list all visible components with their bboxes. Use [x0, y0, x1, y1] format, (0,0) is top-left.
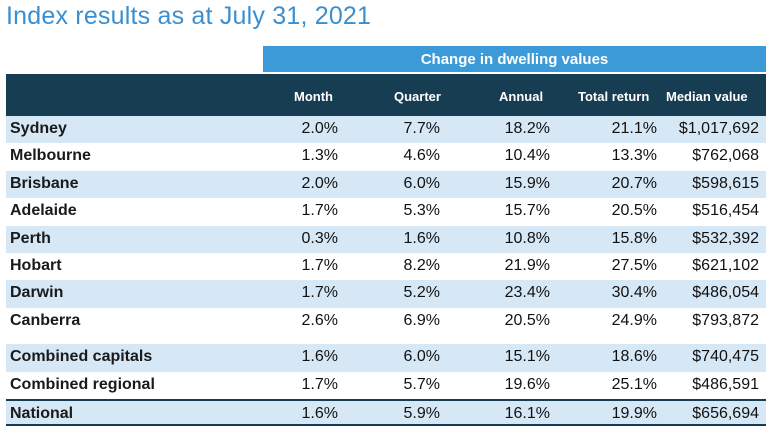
- table-row: Combined regional 1.7% 5.7% 19.6% 25.1% $486,…: [6, 372, 766, 399]
- cell-month: 1.7%: [301, 284, 338, 302]
- column-header-quarter: Quarter: [394, 89, 441, 104]
- row-label: Combined capitals: [10, 348, 153, 366]
- cell-quarter: 5.7%: [403, 375, 440, 393]
- cell-annual: 10.8%: [504, 229, 550, 247]
- table-row: Darwin 1.7% 5.2% 23.4% 30.4% $486,054: [6, 280, 766, 308]
- cell-quarter: 5.3%: [403, 202, 440, 220]
- cell-month: 1.3%: [301, 147, 338, 165]
- cell-month: 1.6%: [301, 404, 338, 422]
- cell-median: $656,694: [692, 404, 759, 422]
- cell-annual: 23.4%: [504, 284, 550, 302]
- table-row: Hobart 1.7% 8.2% 21.9% 27.5% $621,102: [6, 253, 766, 280]
- cell-total: 21.1%: [611, 120, 657, 137]
- row-label: Perth: [10, 229, 51, 247]
- table-row: Canberra 2.6% 6.9% 20.5% 24.9% $793,872: [6, 308, 766, 335]
- cell-annual: 19.6%: [504, 375, 550, 393]
- cell-median: $1,017,692: [678, 120, 759, 137]
- cell-median: $740,475: [692, 348, 759, 366]
- table-row: Brisbane 2.0% 6.0% 15.9% 20.7% $598,615: [6, 170, 766, 199]
- cell-month: 1.7%: [301, 202, 338, 220]
- cell-annual: 15.1%: [504, 348, 550, 366]
- cell-total: 24.9%: [611, 311, 657, 329]
- cell-total: 18.6%: [611, 348, 657, 366]
- column-header-annual: Annual: [499, 89, 544, 104]
- cell-quarter: 6.0%: [403, 174, 440, 192]
- column-header-month: Month: [294, 89, 333, 104]
- table-header: Month Quarter Annual Total return Median…: [6, 74, 766, 116]
- table-row: Combined capitals 1.6% 6.0% 15.1% 18.6% $740,…: [6, 344, 766, 372]
- cell-annual: 15.9%: [504, 174, 550, 192]
- cell-median: $486,591: [692, 375, 759, 393]
- cell-total: 30.4%: [611, 284, 657, 302]
- cell-median: $621,102: [692, 256, 759, 274]
- cell-annual: 15.7%: [504, 202, 550, 220]
- cell-month: 0.3%: [301, 229, 338, 247]
- table-body: Sydney 2.0% 7.7% 18.2% 21.1% $1,017,692 Melbou…: [6, 116, 766, 427]
- cell-total: 15.8%: [611, 229, 657, 247]
- cell-quarter: 5.9%: [403, 404, 440, 422]
- cell-median: $793,872: [692, 311, 759, 329]
- cell-median: $486,054: [692, 284, 759, 302]
- row-label: National: [10, 404, 74, 422]
- cell-quarter: 7.7%: [403, 120, 440, 137]
- cell-month: 1.7%: [301, 375, 338, 393]
- page-title: Index results as at July 31, 2021: [6, 2, 372, 30]
- cell-median: $598,615: [692, 174, 759, 192]
- column-group-header: Change in dwelling values: [263, 46, 766, 72]
- cell-total: 27.5%: [611, 256, 657, 274]
- cell-month: 1.7%: [301, 256, 338, 274]
- row-label: Hobart: [10, 256, 62, 274]
- cell-quarter: 4.6%: [403, 147, 440, 165]
- cell-quarter: 8.2%: [403, 256, 440, 274]
- cell-total: 19.9%: [611, 404, 657, 422]
- cell-quarter: 6.0%: [403, 348, 440, 366]
- cell-month: 1.6%: [301, 348, 338, 366]
- table-row: Adelaide 1.7% 5.3% 15.7% 20.5% $516,454: [6, 198, 766, 225]
- table-row: National 1.6% 5.9% 16.1% 19.9% $656,694: [6, 398, 766, 427]
- cell-median: $516,454: [692, 202, 759, 220]
- cell-quarter: 5.2%: [403, 284, 440, 302]
- row-label: Adelaide: [10, 202, 77, 220]
- cell-month: 2.6%: [301, 311, 338, 329]
- cell-annual: 21.9%: [504, 256, 550, 274]
- cell-quarter: 1.6%: [403, 229, 440, 247]
- cell-total: 25.1%: [611, 375, 657, 393]
- cell-total: 20.5%: [611, 202, 657, 220]
- cell-annual: 18.2%: [504, 120, 550, 137]
- cell-annual: 10.4%: [504, 147, 550, 165]
- cell-quarter: 6.9%: [403, 311, 440, 329]
- cell-median: $762,068: [692, 147, 759, 165]
- column-header-total-return: Total return: [578, 89, 650, 104]
- cell-median: $532,392: [692, 229, 759, 247]
- cell-month: 2.0%: [301, 174, 338, 192]
- column-header-median-value: Median value: [666, 89, 748, 104]
- row-label: Melbourne: [10, 147, 91, 165]
- row-label: Sydney: [10, 120, 67, 137]
- row-label: Darwin: [10, 284, 64, 302]
- cell-annual: 20.5%: [504, 311, 550, 329]
- cell-total: 20.7%: [611, 174, 657, 192]
- row-label: Canberra: [10, 311, 81, 329]
- cell-month: 2.0%: [301, 120, 338, 137]
- row-label: Brisbane: [10, 174, 79, 192]
- row-label: Combined regional: [10, 375, 155, 393]
- table-row: Perth 0.3% 1.6% 10.8% 15.8% $532,392: [6, 225, 766, 253]
- table-row: Melbourne 1.3% 4.6% 10.4% 13.3% $762,068: [6, 143, 766, 170]
- cell-total: 13.3%: [611, 147, 657, 165]
- cell-annual: 16.1%: [504, 404, 550, 422]
- table-row: Sydney 2.0% 7.7% 18.2% 21.1% $1,017,692: [6, 116, 766, 144]
